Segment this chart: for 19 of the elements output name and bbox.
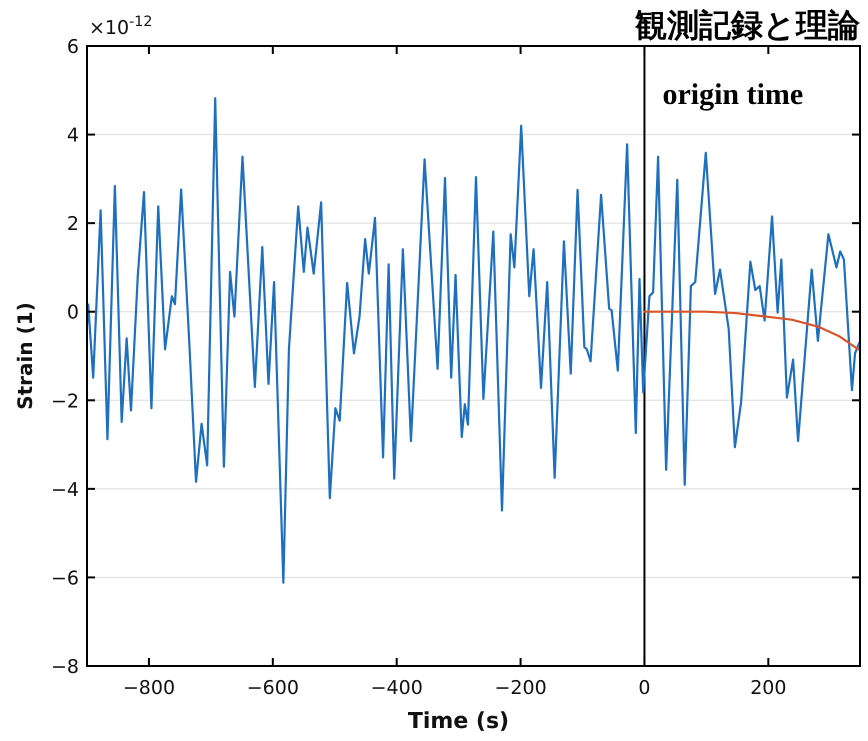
text: ×10$^{-12}$ xyxy=(89,14,152,39)
y-tick-label: −2 xyxy=(50,390,79,412)
x-tick-label: 200 xyxy=(750,677,786,699)
ref-line-label: origin time xyxy=(662,78,804,111)
y-tick-label: 4 xyxy=(66,124,79,147)
y-tick-label: 6 xyxy=(66,36,79,58)
x-tick-label: −400 xyxy=(370,677,423,699)
x-axis-title: Time (s) xyxy=(408,709,510,734)
y-tick-label: −8 xyxy=(50,656,79,678)
y-axis-title: Strain (1) xyxy=(13,302,37,410)
x-tick-label: −800 xyxy=(122,677,176,699)
chart-title: 観測記録と理論 xyxy=(634,6,861,44)
y-tick-label: −6 xyxy=(50,567,79,590)
x-tick-label: −200 xyxy=(494,677,547,699)
x-tick-label: 0 xyxy=(638,677,650,699)
x-tick-label: −600 xyxy=(246,677,299,699)
y-tick-label: −4 xyxy=(50,478,79,501)
y-tick-label: 2 xyxy=(66,213,79,236)
y-tick-label: 0 xyxy=(66,302,79,324)
